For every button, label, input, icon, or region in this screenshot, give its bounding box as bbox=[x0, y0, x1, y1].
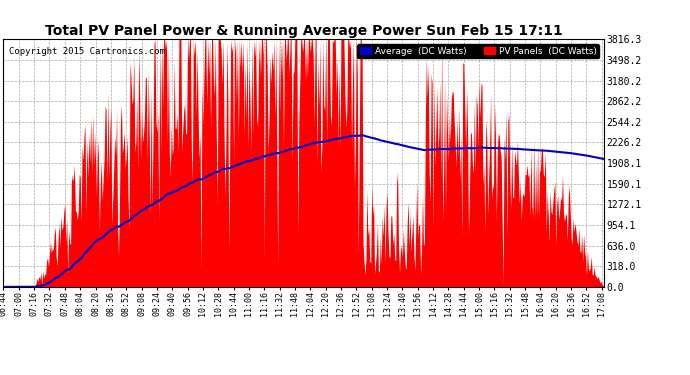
Text: Copyright 2015 Cartronics.com: Copyright 2015 Cartronics.com bbox=[10, 47, 166, 56]
Legend: Average  (DC Watts), PV Panels  (DC Watts): Average (DC Watts), PV Panels (DC Watts) bbox=[357, 44, 599, 58]
Title: Total PV Panel Power & Running Average Power Sun Feb 15 17:11: Total PV Panel Power & Running Average P… bbox=[45, 24, 562, 38]
